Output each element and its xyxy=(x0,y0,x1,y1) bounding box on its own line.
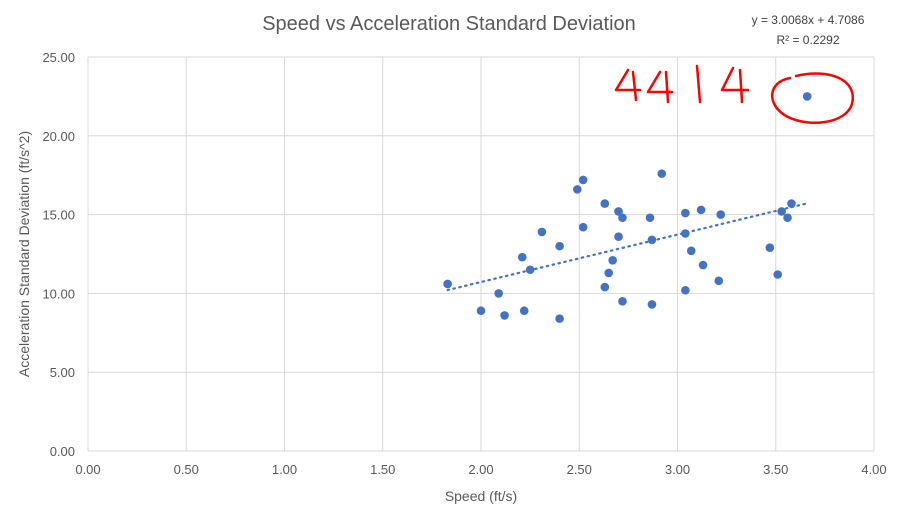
data-point xyxy=(802,92,812,101)
data-point xyxy=(645,213,655,223)
trendline-equation: y = 3.0068x + 4.7086 xyxy=(752,13,865,27)
x-tick-label: 2.50 xyxy=(567,462,592,477)
data-point xyxy=(578,175,588,185)
data-point xyxy=(614,232,623,241)
data-point xyxy=(783,213,792,223)
data-point xyxy=(765,243,775,252)
trendline-r-squared: R² = 0.2292 xyxy=(776,33,839,47)
data-point xyxy=(681,285,690,295)
data-point xyxy=(443,279,452,289)
chart-title: Speed vs Acceleration Standard Deviation xyxy=(262,13,636,35)
data-point xyxy=(537,227,547,237)
data-point xyxy=(525,265,535,275)
x-tick-label: 1.00 xyxy=(272,462,297,477)
trendline xyxy=(446,202,809,292)
data-point xyxy=(681,208,690,218)
x-axis-label: Speed (ft/s) xyxy=(445,488,517,504)
data-point xyxy=(657,169,667,178)
x-tick-label: 0.50 xyxy=(174,462,199,477)
x-tick-label: 1.50 xyxy=(370,462,395,477)
data-point xyxy=(578,222,588,232)
data-point xyxy=(608,256,617,265)
data-point xyxy=(494,289,503,298)
data-point xyxy=(773,270,783,279)
data-point xyxy=(696,205,706,215)
data-point xyxy=(614,207,623,216)
data-point xyxy=(500,311,509,320)
y-tick-label: 25.00 xyxy=(42,50,75,65)
x-tick-label: 3.00 xyxy=(665,462,690,477)
data-point xyxy=(517,252,527,262)
data-point xyxy=(519,306,529,316)
data-point xyxy=(714,276,724,286)
y-tick-label: 0.00 xyxy=(50,444,75,459)
y-axis-label: Acceleration Standard Deviation (ft/s^2) xyxy=(16,131,32,377)
data-point xyxy=(716,210,726,219)
y-tick-label: 15.00 xyxy=(42,208,75,223)
x-tick-label: 3.50 xyxy=(763,462,788,477)
x-tick-label: 4.00 xyxy=(861,462,886,477)
handwritten-annotation xyxy=(614,64,855,124)
data-point xyxy=(600,199,610,208)
data-point xyxy=(686,246,696,256)
data-point xyxy=(555,241,564,251)
data-point xyxy=(681,229,690,238)
data-point xyxy=(572,185,582,194)
data-point xyxy=(600,282,610,292)
y-tick-label: 10.00 xyxy=(42,286,75,301)
data-point xyxy=(476,306,486,316)
data-point xyxy=(555,314,564,323)
x-tick-label: 0.00 xyxy=(75,462,100,477)
data-point xyxy=(604,268,614,278)
x-tick-label: 2.00 xyxy=(468,462,493,477)
data-point xyxy=(618,296,627,306)
y-tick-label: 20.00 xyxy=(42,129,75,144)
data-point xyxy=(618,213,627,223)
y-tick-label: 5.00 xyxy=(50,365,75,380)
data-point xyxy=(647,235,657,245)
data-point xyxy=(787,199,796,208)
data-point xyxy=(777,207,786,216)
data-point xyxy=(698,260,708,270)
data-point xyxy=(647,300,657,309)
